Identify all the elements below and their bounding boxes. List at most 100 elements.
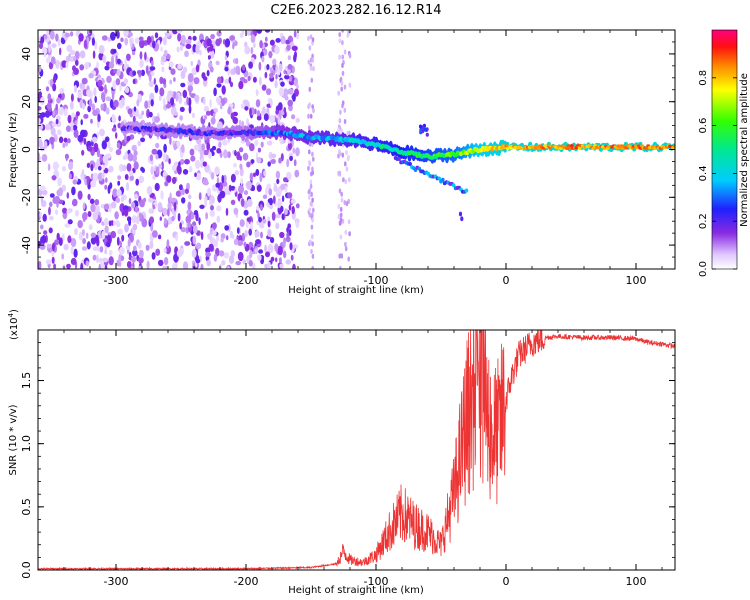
heatmap-cell [292,93,296,102]
x-tick-label: 100 [626,274,647,287]
heatmap-cell [184,50,189,58]
heatmap-cell [241,30,245,36]
heatmap-cell [58,237,63,246]
heatmap-cell [163,247,167,254]
heatmap-cell [309,113,313,119]
heatmap-cell [115,220,120,226]
heatmap-cell [204,198,208,208]
colorbar-tick-label: 0.0 [698,261,709,277]
heatmap-cell [249,172,254,181]
heatmap-cell [107,141,111,149]
heatmap-cell [243,190,249,196]
heatmap-cell [54,195,60,204]
heatmap-cell [184,241,191,246]
heatmap-cell [87,193,91,200]
heatmap-cell [250,159,255,164]
heatmap-cell [344,241,347,247]
heatmap-cell [85,232,89,239]
heatmap-cell [176,30,183,33]
heatmap-cell [207,55,211,60]
heatmap-cell [266,183,272,190]
heatmap-cell [66,209,72,214]
heatmap-cell [91,37,95,46]
heatmap-cell [205,212,209,220]
heatmap-cell [45,259,52,265]
heatmap-cell [159,76,164,85]
heatmap-cell [182,169,189,175]
heatmap-cell [278,157,282,164]
heatmap-cell [177,212,181,222]
heatmap-cell [108,256,114,266]
heatmap-cell [269,204,274,210]
heatmap-cell [154,182,160,192]
heatmap-cell [42,213,47,222]
heatmap-cell [243,209,249,216]
heatmap-cell [277,68,281,76]
heatmap-cell [51,175,57,181]
heatmap-cell [77,220,83,229]
heatmap-cell [264,30,271,33]
heatmap-cell [420,127,425,132]
heatmap-cell [340,86,344,92]
heatmap-cell [270,153,277,159]
heatmap-cell [309,239,312,245]
heatmap-cell [121,97,125,106]
heatmap-cell [61,253,65,260]
heatmap-cell [201,143,205,151]
heatmap-cell [117,58,121,65]
heatmap-cell [104,225,109,234]
heatmap-cell [144,51,147,61]
heatmap-cell [224,225,230,231]
heatmap-cell [42,189,48,196]
heatmap-cell [164,31,171,38]
heatmap-cell [38,124,44,130]
colorbar: 0.0 0.2 0.4 0.6 0.8 Normalized spectral ampl… [698,29,750,277]
heatmap-cell [101,230,106,240]
heatmap-cell [51,256,55,264]
heatmap-cell [74,84,77,93]
heatmap-cell [73,55,77,62]
heatmap-cell [269,114,275,124]
heatmap-cell [619,144,624,148]
heatmap-cell [124,174,129,180]
y-tick-label: 20 [20,95,33,109]
heatmap-cell [565,146,570,151]
heatmap-cell [199,49,202,56]
heatmap-cell [196,242,202,250]
heatmap-cell [458,211,463,217]
heatmap-cell [311,57,315,63]
y-tick-label: 1.0 [20,435,33,453]
heatmap-cell [92,246,98,251]
heatmap-cell [177,63,183,70]
x-tick-label: -300 [104,274,129,287]
heatmap-cell [278,257,282,264]
heatmap-cell [191,249,197,258]
heatmap-cell [62,207,68,214]
colorbar-tick-label: 0.6 [698,118,709,134]
heatmap-cell [190,155,196,162]
heatmap-cell [204,115,208,120]
heatmap-cell [339,206,343,212]
heatmap-cell [86,176,90,186]
heatmap-cell [289,242,293,251]
heatmap-cell [309,34,313,40]
heatmap-cell [90,236,97,245]
heatmap-cell [78,33,84,42]
heatmap-cell [192,235,197,245]
heatmap-cell [252,262,256,269]
heatmap-cell [338,253,342,259]
heatmap-cell [347,256,351,262]
heatmap-cell [341,70,345,76]
heatmap-cell [149,154,154,162]
heatmap-cell [307,59,311,65]
heatmap-cell [307,113,310,119]
heatmap-cell [132,154,138,163]
heatmap-cell [109,99,114,109]
heatmap-cell [234,187,237,193]
heatmap-cell [343,119,347,124]
heatmap-cell [235,65,241,75]
heatmap-cell [343,49,347,55]
heatmap-cell [89,98,93,108]
heatmap-cell [250,221,253,230]
heatmap-cell [46,243,52,249]
